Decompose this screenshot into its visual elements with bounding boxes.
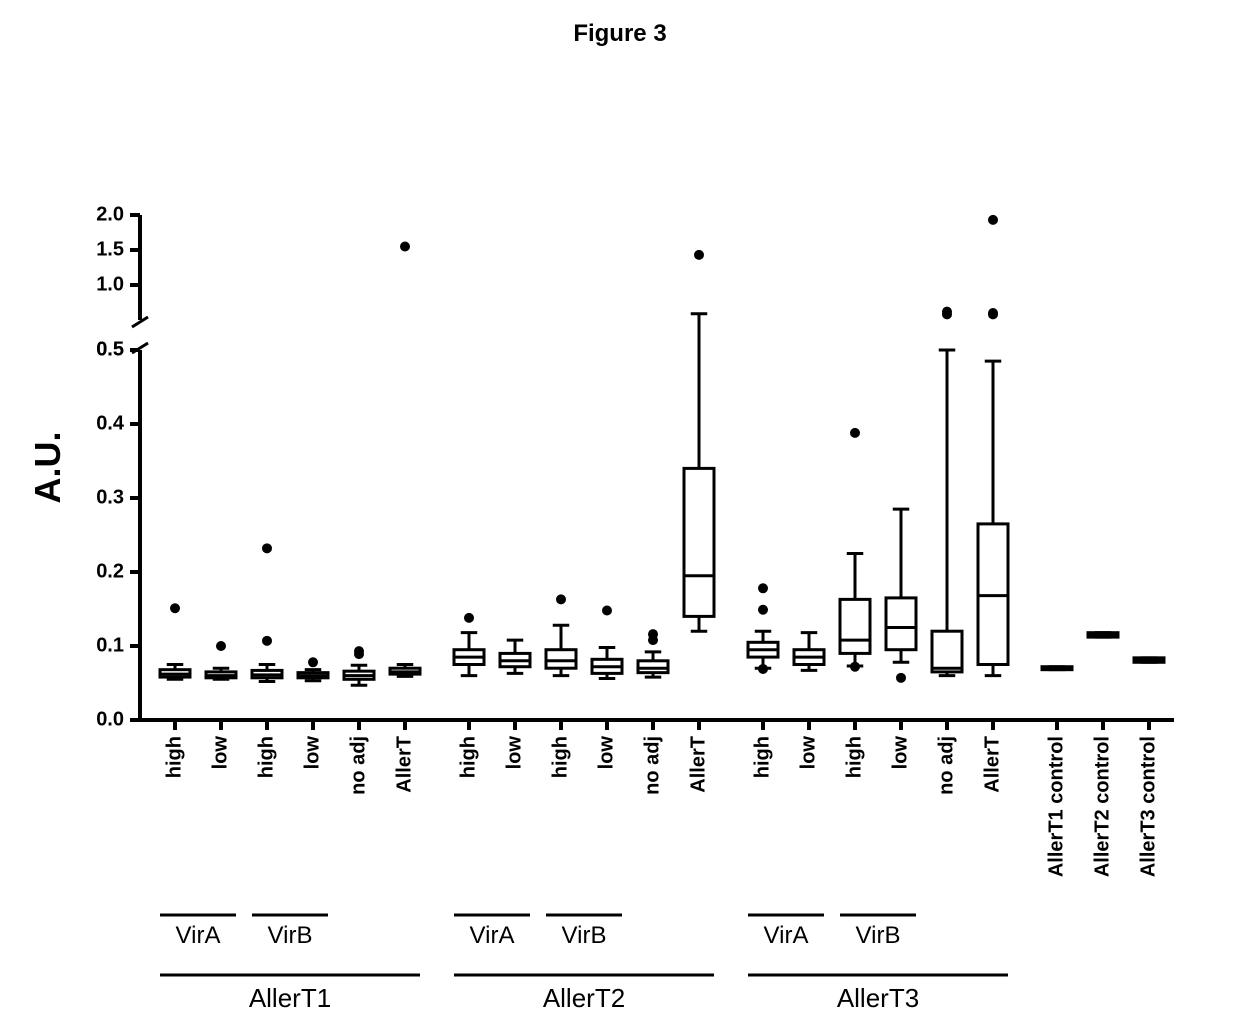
subgroup-label: VirB bbox=[562, 922, 607, 949]
y-tick-label: 0.5 bbox=[96, 338, 124, 360]
outlier-point bbox=[850, 428, 860, 438]
outlier-point bbox=[896, 673, 906, 683]
outlier-point bbox=[308, 657, 318, 667]
outlier-point bbox=[354, 646, 364, 656]
category-label: low bbox=[595, 736, 617, 770]
outlier-point bbox=[262, 636, 272, 646]
category-label: AllerT3 control bbox=[1137, 736, 1159, 877]
subgroup-label: VirA bbox=[470, 922, 515, 949]
subgroup-label: VirA bbox=[764, 922, 809, 949]
box bbox=[684, 468, 714, 616]
outlier-point bbox=[262, 543, 272, 553]
subgroup-label: VirA bbox=[176, 922, 221, 949]
y-tick-label: 1.5 bbox=[96, 238, 124, 260]
outlier-point bbox=[694, 250, 704, 260]
subgroup-label: VirB bbox=[856, 922, 901, 949]
y-tick-label: 0.2 bbox=[96, 560, 124, 582]
category-label: low bbox=[209, 736, 231, 770]
boxplot-chart: 0.00.10.20.30.40.50.51.01.52.0A.U.highlo… bbox=[0, 0, 1240, 1018]
toplevel-label: AllerT1 bbox=[249, 983, 331, 1013]
outlier-point bbox=[758, 583, 768, 593]
category-label: high bbox=[255, 736, 277, 778]
y-tick-label: 2.0 bbox=[96, 203, 124, 225]
outlier-point bbox=[758, 605, 768, 615]
box bbox=[886, 598, 916, 650]
category-label: low bbox=[503, 736, 525, 770]
box bbox=[546, 650, 576, 669]
category-label: no adj bbox=[641, 736, 663, 795]
category-label: high bbox=[549, 736, 571, 778]
category-label: AllerT bbox=[981, 736, 1003, 793]
y-tick-label: 0.3 bbox=[96, 486, 124, 508]
category-label: high bbox=[163, 736, 185, 778]
category-label: AllerT bbox=[687, 736, 709, 793]
outlier-point bbox=[556, 594, 566, 604]
y-tick-label: 0.4 bbox=[96, 412, 125, 434]
category-label: high bbox=[843, 736, 865, 778]
category-label: AllerT1 control bbox=[1045, 736, 1067, 877]
category-label: high bbox=[457, 736, 479, 778]
outlier-point bbox=[850, 662, 860, 672]
outlier-point bbox=[464, 613, 474, 623]
outlier-point bbox=[400, 242, 410, 252]
subgroup-label: VirB bbox=[268, 922, 313, 949]
outlier-point bbox=[648, 629, 658, 639]
category-label: no adj bbox=[347, 736, 369, 795]
box bbox=[932, 631, 962, 672]
category-label: high bbox=[751, 736, 773, 778]
figure-container: Figure 3 0.00.10.20.30.40.50.51.01.52.0A… bbox=[0, 0, 1240, 1018]
outlier-point bbox=[170, 603, 180, 613]
outlier-point bbox=[602, 605, 612, 615]
outlier-point bbox=[758, 664, 768, 674]
y-tick-label: 1.0 bbox=[96, 273, 124, 295]
outlier-point bbox=[988, 215, 998, 225]
y-axis-label: A.U. bbox=[27, 432, 68, 504]
toplevel-label: AllerT3 bbox=[837, 983, 919, 1013]
category-label: no adj bbox=[935, 736, 957, 795]
category-label: AllerT bbox=[393, 736, 415, 793]
outlier-point bbox=[988, 308, 998, 318]
category-label: low bbox=[301, 736, 323, 770]
y-tick-label: 0.0 bbox=[96, 708, 124, 730]
category-label: AllerT2 control bbox=[1091, 736, 1113, 877]
outlier-point bbox=[216, 641, 226, 651]
category-label: low bbox=[797, 736, 819, 770]
figure-title: Figure 3 bbox=[0, 20, 1240, 48]
y-tick-label: 0.1 bbox=[96, 634, 124, 656]
category-label: low bbox=[889, 736, 911, 770]
outlier-point bbox=[942, 307, 952, 317]
toplevel-label: AllerT2 bbox=[543, 983, 625, 1013]
box bbox=[840, 599, 870, 653]
